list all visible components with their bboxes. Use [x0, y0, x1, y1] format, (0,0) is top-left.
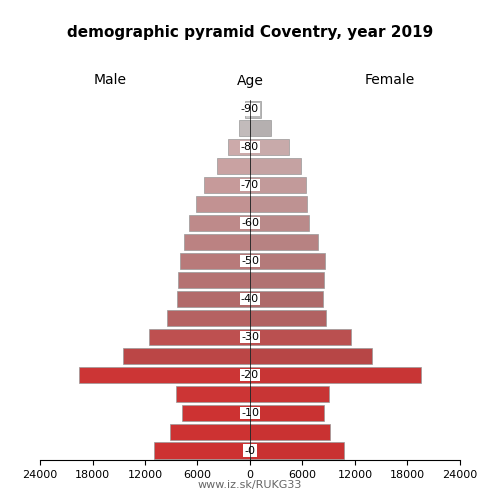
Bar [250, 442, 344, 458]
Bar [250, 102, 262, 117]
Bar [250, 158, 300, 174]
Text: demographic pyramid Coventry, year 2019: demographic pyramid Coventry, year 2019 [67, 25, 433, 40]
Bar [250, 404, 324, 420]
Bar [250, 272, 324, 288]
Bar [188, 215, 250, 231]
Bar [250, 234, 318, 250]
Bar [244, 102, 250, 117]
Text: -70: -70 [241, 180, 259, 190]
Bar [250, 386, 328, 402]
Text: -20: -20 [241, 370, 259, 380]
Bar [123, 348, 250, 364]
Text: -60: -60 [241, 218, 259, 228]
Text: -10: -10 [241, 408, 259, 418]
Bar [150, 329, 250, 345]
Bar [250, 366, 420, 383]
Text: -30: -30 [241, 332, 259, 342]
Bar [178, 291, 250, 307]
Text: -80: -80 [241, 142, 259, 152]
Bar [250, 177, 306, 194]
Text: -0: -0 [244, 446, 256, 456]
Bar [178, 272, 250, 288]
Text: Age: Age [236, 74, 264, 88]
Text: Male: Male [94, 74, 126, 88]
Bar [250, 424, 330, 440]
Bar [240, 120, 250, 136]
Bar [182, 404, 250, 420]
Bar [250, 215, 310, 231]
Bar [216, 158, 250, 174]
Bar [250, 196, 307, 212]
Bar [250, 329, 350, 345]
Bar [176, 386, 250, 402]
Bar [250, 310, 326, 326]
Bar [196, 196, 250, 212]
Bar [250, 140, 290, 156]
Bar [250, 253, 325, 269]
Text: -40: -40 [241, 294, 259, 304]
Text: Female: Female [365, 74, 415, 88]
Text: -90: -90 [241, 104, 259, 115]
Bar [80, 366, 250, 383]
Text: www.iz.sk/RUKG33: www.iz.sk/RUKG33 [198, 480, 302, 490]
Bar [184, 234, 250, 250]
Bar [228, 140, 250, 156]
Bar [170, 424, 250, 440]
Bar [204, 177, 250, 194]
Bar [250, 291, 322, 307]
Bar [154, 442, 250, 458]
Text: -50: -50 [241, 256, 259, 266]
Bar [250, 348, 372, 364]
Bar [180, 253, 250, 269]
Bar [250, 120, 271, 136]
Bar [167, 310, 250, 326]
